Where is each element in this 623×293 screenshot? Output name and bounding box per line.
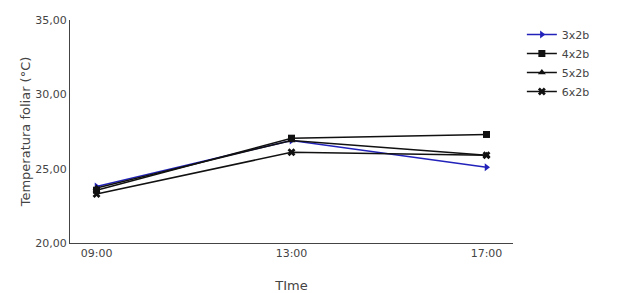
svg-text:TIme: TIme (274, 278, 307, 293)
svg-text:6x2b: 6x2b (562, 86, 590, 99)
svg-text:3x2b: 3x2b (562, 29, 590, 42)
svg-text:35,00: 35,00 (35, 14, 67, 27)
svg-text:09:00: 09:00 (81, 247, 113, 260)
svg-text:13:00: 13:00 (276, 247, 308, 260)
svg-text:5x2b: 5x2b (562, 67, 590, 80)
svg-text:4x2b: 4x2b (562, 48, 590, 61)
svg-text:17:00: 17:00 (471, 247, 503, 260)
svg-text:20,00: 20,00 (35, 237, 67, 250)
svg-text:30,00: 30,00 (35, 88, 67, 101)
svg-text:Temperatura foliar (°C): Temperatura foliar (°C) (18, 57, 33, 208)
svg-text:25,00: 25,00 (35, 163, 67, 176)
